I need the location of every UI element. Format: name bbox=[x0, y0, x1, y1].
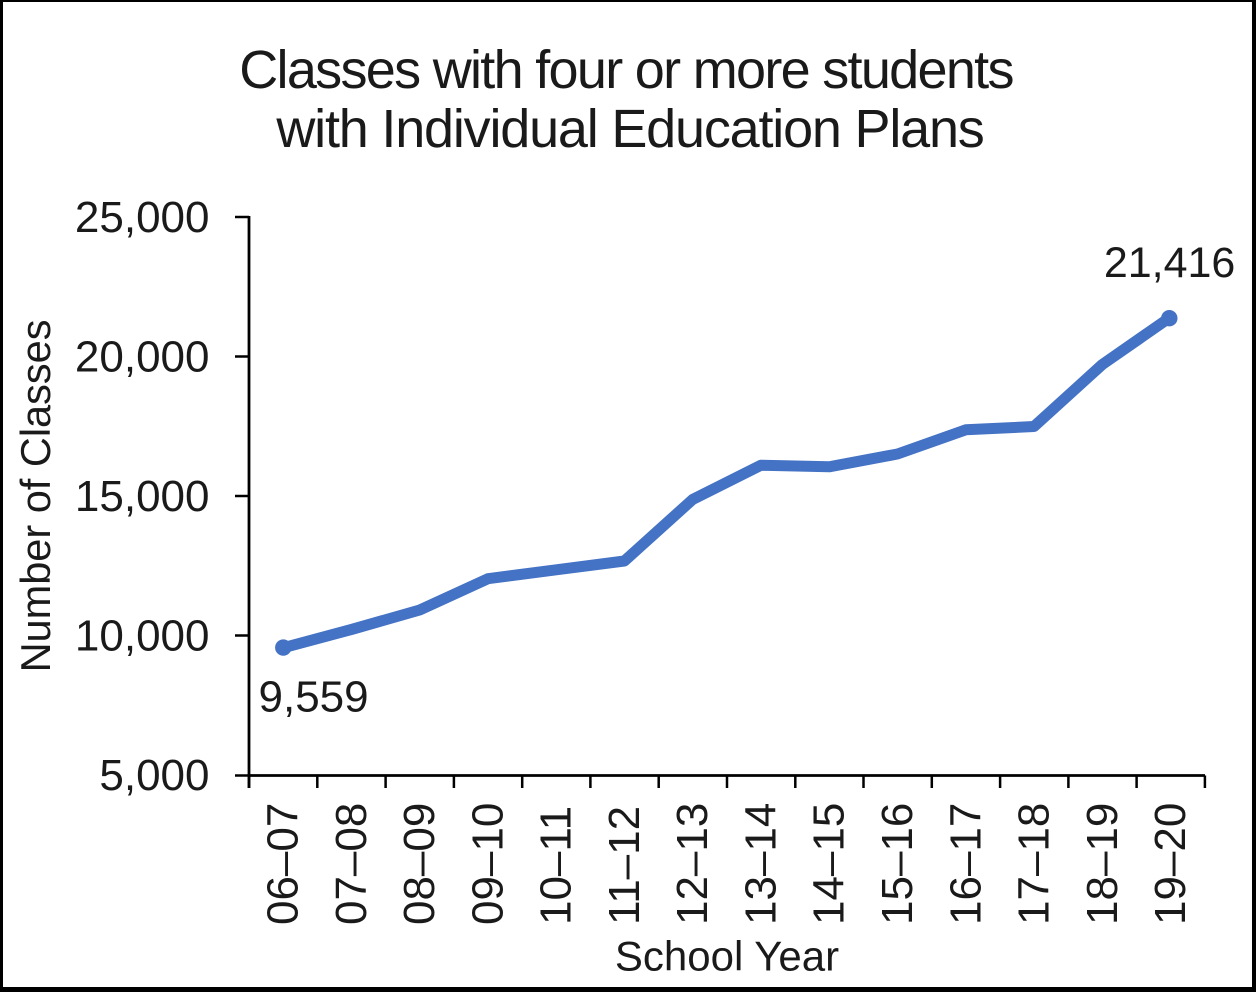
svg-text:17–18: 17–18 bbox=[1010, 803, 1059, 925]
svg-text:14–15: 14–15 bbox=[805, 803, 854, 925]
svg-text:16–17: 16–17 bbox=[941, 803, 990, 925]
svg-text:08–09: 08–09 bbox=[395, 803, 444, 925]
svg-text:10,000: 10,000 bbox=[75, 611, 210, 660]
svg-text:21,416: 21,416 bbox=[1104, 239, 1236, 287]
svg-text:19–20: 19–20 bbox=[1146, 803, 1195, 925]
svg-text:Number of Classes: Number of Classes bbox=[12, 320, 59, 673]
svg-text:School Year: School Year bbox=[615, 932, 839, 979]
svg-text:9,559: 9,559 bbox=[259, 673, 369, 722]
svg-text:Classes with four or more stud: Classes with four or more students bbox=[239, 40, 1013, 100]
svg-text:10–11: 10–11 bbox=[532, 806, 581, 925]
svg-text:09–10: 09–10 bbox=[463, 803, 512, 925]
svg-text:5,000: 5,000 bbox=[99, 751, 209, 800]
svg-text:with Individual Education Plan: with Individual Education Plans bbox=[275, 99, 983, 159]
svg-text:07–08: 07–08 bbox=[327, 803, 376, 925]
svg-text:06–07: 06–07 bbox=[259, 803, 308, 925]
svg-text:25,000: 25,000 bbox=[75, 193, 210, 242]
svg-text:15–16: 15–16 bbox=[873, 803, 922, 925]
svg-text:11–12: 11–12 bbox=[600, 806, 649, 925]
svg-text:20,000: 20,000 bbox=[75, 332, 210, 381]
svg-text:13–14: 13–14 bbox=[737, 803, 786, 925]
svg-text:15,000: 15,000 bbox=[75, 472, 210, 521]
svg-text:12–13: 12–13 bbox=[668, 803, 717, 925]
svg-text:18–19: 18–19 bbox=[1078, 803, 1127, 925]
